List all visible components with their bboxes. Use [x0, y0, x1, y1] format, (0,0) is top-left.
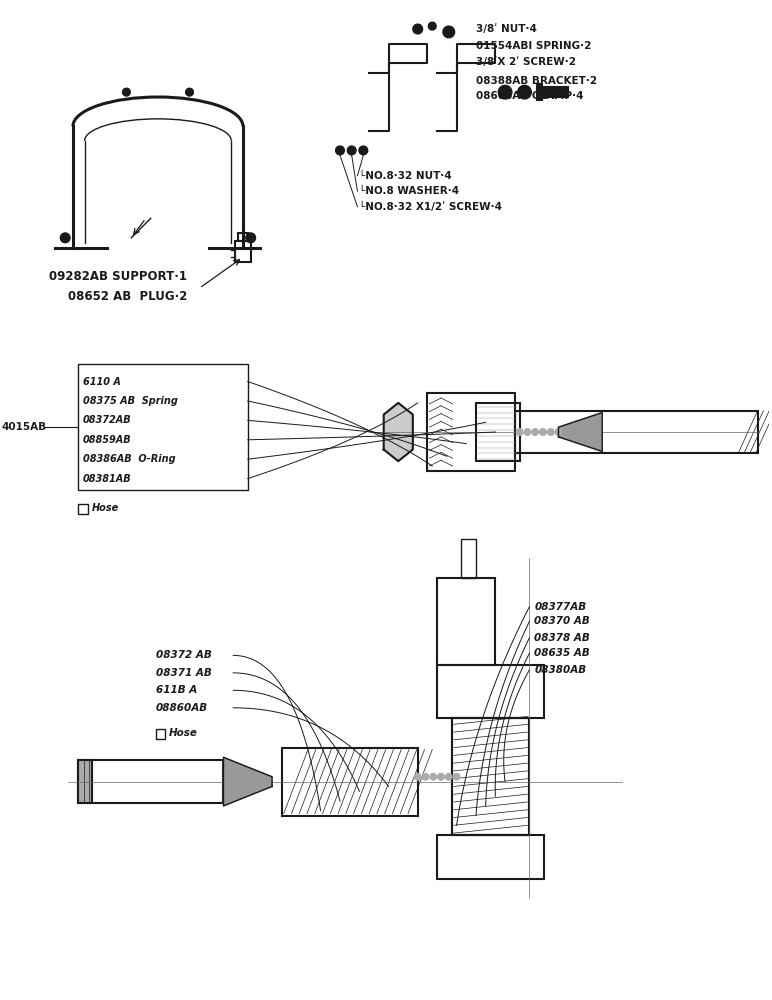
- Bar: [238, 233, 248, 241]
- Circle shape: [347, 146, 356, 155]
- Bar: [437, 665, 544, 718]
- Bar: [537, 84, 542, 100]
- Text: 08635 AB: 08635 AB: [534, 648, 590, 658]
- Bar: [462, 539, 476, 578]
- Bar: [78, 504, 87, 514]
- Bar: [452, 718, 530, 835]
- Circle shape: [453, 773, 460, 780]
- Text: 08381AB: 08381AB: [83, 474, 131, 484]
- Circle shape: [123, 88, 130, 96]
- Circle shape: [532, 429, 539, 435]
- Bar: [282, 748, 418, 816]
- Text: 3/8ʹ NUT·4: 3/8ʹ NUT·4: [476, 24, 537, 34]
- Text: 08370 AB: 08370 AB: [534, 616, 590, 626]
- Text: 6110 A: 6110 A: [83, 377, 120, 387]
- Text: └NO.8·32 NUT·4: └NO.8·32 NUT·4: [360, 171, 452, 181]
- Polygon shape: [384, 403, 413, 461]
- Bar: [235, 241, 251, 262]
- Text: 08377AB: 08377AB: [534, 602, 587, 612]
- Circle shape: [518, 85, 531, 99]
- Text: Hose: Hose: [169, 728, 198, 738]
- Text: 08375 AB  Spring: 08375 AB Spring: [83, 396, 178, 406]
- Polygon shape: [223, 757, 272, 806]
- Circle shape: [185, 88, 193, 96]
- Circle shape: [60, 233, 70, 243]
- Circle shape: [516, 429, 523, 435]
- Text: 08372AB: 08372AB: [83, 415, 131, 425]
- Text: 08859AB: 08859AB: [83, 435, 131, 445]
- Circle shape: [540, 429, 547, 435]
- Bar: [428, 393, 515, 471]
- Text: 4015AB: 4015AB: [2, 422, 47, 432]
- Polygon shape: [78, 760, 93, 803]
- Bar: [515, 411, 757, 453]
- Bar: [437, 835, 544, 879]
- Circle shape: [415, 773, 421, 780]
- Bar: [476, 403, 520, 461]
- Circle shape: [336, 146, 344, 155]
- Circle shape: [547, 429, 554, 435]
- Circle shape: [498, 85, 512, 99]
- Text: 611B A: 611B A: [155, 685, 197, 695]
- Text: 01554ABI SPRING·2: 01554ABI SPRING·2: [476, 41, 591, 51]
- Text: 08372 AB: 08372 AB: [155, 650, 212, 660]
- Bar: [452, 718, 530, 835]
- Text: 08371 AB: 08371 AB: [155, 668, 212, 678]
- Text: └NO.8·32 X1/2ʹ SCREW·4: └NO.8·32 X1/2ʹ SCREW·4: [360, 202, 503, 212]
- Text: Hose: Hose: [91, 503, 119, 513]
- Bar: [78, 760, 223, 803]
- Circle shape: [555, 429, 562, 435]
- Bar: [155, 729, 165, 739]
- Bar: [437, 578, 496, 665]
- Text: 08860AB: 08860AB: [155, 703, 208, 713]
- Text: 3/8ʹX 2ʹ SCREW·2: 3/8ʹX 2ʹ SCREW·2: [476, 57, 576, 67]
- Circle shape: [445, 773, 452, 780]
- Circle shape: [428, 22, 436, 30]
- Polygon shape: [558, 413, 602, 451]
- Circle shape: [422, 773, 429, 780]
- Circle shape: [524, 429, 531, 435]
- Circle shape: [430, 773, 437, 780]
- Text: 08380AB: 08380AB: [534, 665, 587, 675]
- Text: 08388AB BRACKET·2: 08388AB BRACKET·2: [476, 76, 597, 86]
- Text: 09282AB SUPPORT·1: 09282AB SUPPORT·1: [49, 270, 187, 283]
- Circle shape: [443, 26, 455, 38]
- Circle shape: [245, 233, 256, 243]
- Circle shape: [438, 773, 445, 780]
- Text: 08386AB  O-Ring: 08386AB O-Ring: [83, 454, 175, 464]
- Text: 08606AB CLAMP·4: 08606AB CLAMP·4: [476, 91, 584, 101]
- Circle shape: [359, 146, 367, 155]
- Bar: [539, 87, 568, 97]
- Text: └NO.8 WASHER·4: └NO.8 WASHER·4: [360, 186, 459, 196]
- Circle shape: [413, 24, 422, 34]
- Text: 08652 AB  PLUG·2: 08652 AB PLUG·2: [68, 290, 188, 303]
- Bar: [78, 364, 248, 490]
- Text: 08378 AB: 08378 AB: [534, 633, 590, 643]
